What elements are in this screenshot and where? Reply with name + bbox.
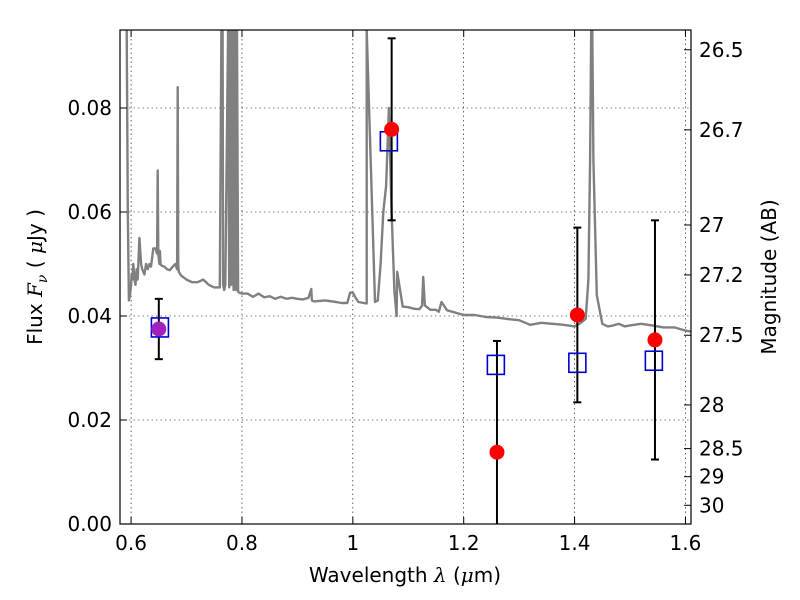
observed-point <box>384 121 400 137</box>
plot-frame <box>119 29 692 525</box>
mag-tick-label: 30 <box>699 493 724 517</box>
mag-tick-label: 27 <box>699 213 724 237</box>
y2-axis-label: Magnitude (AB) <box>757 199 781 354</box>
plot-background <box>120 30 691 524</box>
mag-tick-label: 27.2 <box>699 263 744 287</box>
observed-point <box>647 332 663 348</box>
mag-tick-label: 26.5 <box>699 38 744 62</box>
mag-tick-label: 28 <box>699 393 724 417</box>
y-axis-label: Flux Fν ( μJy ) <box>23 209 51 345</box>
x-tick-label: 1.2 <box>448 531 480 555</box>
y-tick-label: 0.04 <box>67 304 112 328</box>
data-points-layer <box>150 37 664 524</box>
model-square <box>486 354 506 376</box>
model-square <box>150 317 170 338</box>
axis-ticks: 0.6 0.8 1 1.2 1.4 1.6 0.00 0.02 0.04 0.06 0.08 26.5… <box>67 30 744 555</box>
x-tick-label: 1.4 <box>559 531 591 555</box>
y-tick-label: 0.02 <box>67 408 112 432</box>
mag-tick-label: 27.5 <box>699 323 744 347</box>
observed-point <box>151 321 167 337</box>
y-tick-label: 0.06 <box>67 200 112 224</box>
spectrum-line <box>125 30 691 333</box>
x-tick-label: 0.6 <box>115 531 147 555</box>
model-square <box>644 350 664 372</box>
observed-point <box>489 444 505 460</box>
x-tick-label: 0.8 <box>226 531 258 555</box>
mag-tick-label: 28.5 <box>699 437 744 461</box>
x-axis-label: Wavelength λ (μm) <box>309 563 501 587</box>
y-tick-label: 0.00 <box>67 512 112 536</box>
model-square <box>568 352 587 374</box>
x-tick-label: 1 <box>346 531 359 555</box>
x-tick-label: 1.6 <box>670 531 702 555</box>
mag-tick-label: 26.7 <box>699 118 744 142</box>
y-tick-label: 0.08 <box>67 96 112 120</box>
observed-point <box>569 307 585 323</box>
mag-tick-label: 29 <box>699 465 724 489</box>
spectrum-layer <box>125 30 691 333</box>
